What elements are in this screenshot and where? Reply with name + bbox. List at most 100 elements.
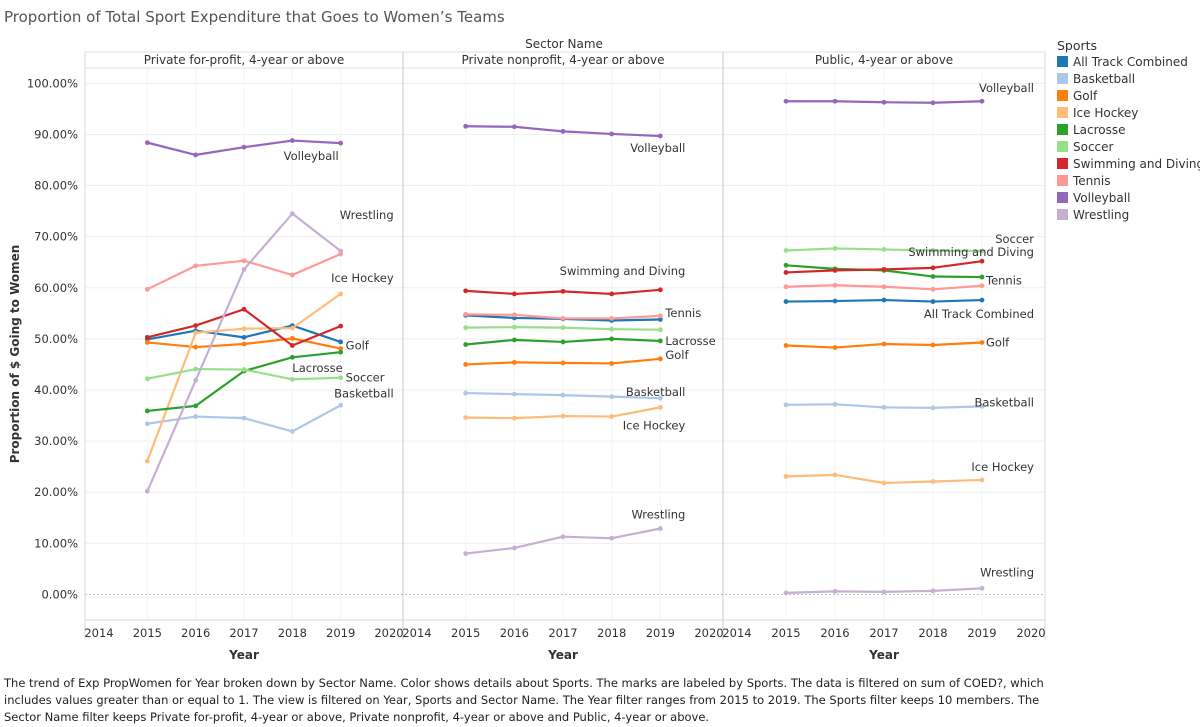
data-point <box>144 408 150 414</box>
data-point <box>560 316 566 321</box>
data-point <box>881 404 887 410</box>
data-point <box>144 421 150 427</box>
x-tick-label: 2018 <box>918 626 947 640</box>
data-point <box>511 391 517 397</box>
x-tick-label: 2020 <box>1016 626 1045 640</box>
data-point <box>193 263 199 269</box>
mark-label: Golf <box>665 348 689 362</box>
data-point <box>511 324 517 330</box>
data-point <box>979 283 985 289</box>
data-point <box>338 339 344 345</box>
chart: Proportion of Total Sport Expenditure th… <box>4 8 1200 662</box>
data-point <box>560 534 566 540</box>
data-point <box>783 284 789 290</box>
data-point <box>193 403 199 409</box>
data-point <box>930 274 936 279</box>
mark-label: Swimming and Diving <box>560 264 686 278</box>
data-point <box>783 299 789 304</box>
data-point <box>832 401 838 407</box>
data-point <box>657 356 663 362</box>
data-point <box>463 342 469 347</box>
data-point <box>609 326 615 332</box>
data-point <box>832 98 838 104</box>
data-point <box>193 414 199 419</box>
axes: Private for-profit, 4-year or above Priva… <box>8 51 1046 662</box>
data-point <box>783 343 789 348</box>
data-point <box>657 287 663 293</box>
data-point <box>930 479 936 484</box>
data-point <box>289 138 295 143</box>
data-point <box>289 335 295 341</box>
mark-label: Tennis <box>664 306 701 320</box>
data-point <box>144 334 150 340</box>
panel-header: Private for-profit, 4-year or above <box>144 53 344 67</box>
data-point <box>832 268 838 273</box>
y-tick-label: 90.00% <box>34 127 78 141</box>
legend-swatch <box>1057 56 1068 67</box>
column-header: Sector Name <box>525 37 603 51</box>
legend-item: Lacrosse <box>1073 123 1126 137</box>
data-point <box>144 488 150 494</box>
legend-item: Tennis <box>1072 174 1110 188</box>
data-point <box>609 394 615 400</box>
mark-label: All Track Combined <box>924 307 1034 321</box>
data-point <box>193 330 199 336</box>
data-point <box>979 274 985 280</box>
data-point <box>783 98 789 104</box>
data-point <box>657 338 663 344</box>
data-point <box>609 336 615 342</box>
data-point <box>241 306 247 312</box>
data-point <box>241 367 247 372</box>
data-point <box>338 323 344 329</box>
y-tick-label: 50.00% <box>34 332 78 346</box>
mark-label: Wrestling <box>340 208 394 222</box>
data-point <box>609 361 615 366</box>
legend-swatch <box>1057 209 1068 220</box>
data-point <box>832 298 838 304</box>
data-point <box>289 376 295 382</box>
y-tick-label: 10.00% <box>34 536 78 550</box>
data-point <box>144 340 150 345</box>
data-point <box>560 360 566 366</box>
legend-swatch <box>1057 73 1068 84</box>
data-point <box>832 246 838 251</box>
data-point <box>832 282 838 288</box>
data-point <box>832 472 838 478</box>
x-tick-label: 2019 <box>967 626 996 640</box>
mark-label: Wrestling <box>980 565 1034 579</box>
x-tick-label: 2015 <box>133 626 162 640</box>
x-tick-label: 2017 <box>229 626 258 640</box>
data-point <box>783 473 789 479</box>
data-point <box>289 343 295 348</box>
data-point <box>979 477 985 483</box>
mark-label: Ice Hockey <box>331 271 394 285</box>
data-point <box>193 377 199 383</box>
data-point <box>979 340 985 345</box>
mark-label: Ice Hockey <box>623 418 686 432</box>
data-point <box>609 535 615 541</box>
x-axis-title: Year <box>868 648 899 662</box>
data-point <box>241 334 247 340</box>
legend-item: Volleyball <box>1073 191 1130 205</box>
data-point <box>289 429 295 434</box>
data-point <box>930 248 936 253</box>
data-point <box>560 392 566 398</box>
x-tick-label: 2015 <box>771 626 800 640</box>
data-point <box>881 99 887 105</box>
x-tick-label: 2020 <box>694 626 723 640</box>
data-point <box>338 291 344 297</box>
mark-label: Lacrosse <box>665 334 715 348</box>
panel-header: Public, 4-year or above <box>815 53 953 67</box>
data-point <box>511 124 517 130</box>
y-tick-label: 100.00% <box>27 76 78 90</box>
legend-item: All Track Combined <box>1073 55 1188 69</box>
data-point <box>338 346 344 351</box>
data-point <box>783 590 789 596</box>
data-point <box>241 326 247 332</box>
data-point <box>930 342 936 348</box>
data-point <box>979 403 985 409</box>
data-point <box>560 413 566 419</box>
y-tick-label: 80.00% <box>34 179 78 193</box>
data-point <box>144 458 150 464</box>
